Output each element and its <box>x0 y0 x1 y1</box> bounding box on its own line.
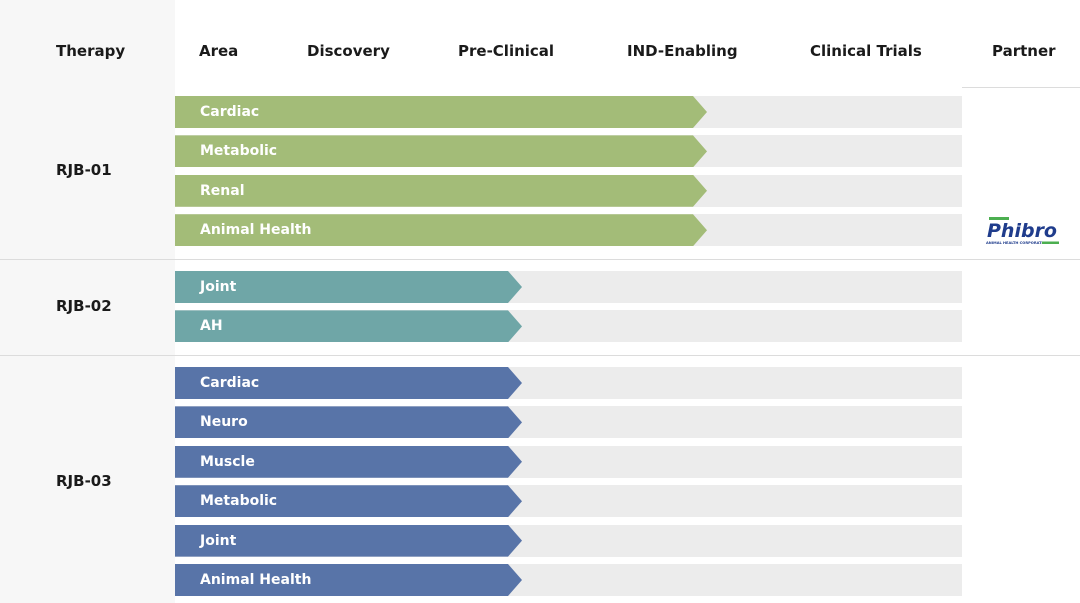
group-separator <box>0 259 1080 260</box>
area-label: Joint <box>200 279 237 295</box>
progress-arrow: Neuro <box>175 406 522 439</box>
progress-arrow: Joint <box>175 524 522 557</box>
header-preclinical: Pre-Clinical <box>458 42 555 60</box>
area-label: Joint <box>200 532 237 549</box>
area-label: Animal Health <box>200 572 312 588</box>
progress-arrow: Cardiac <box>175 96 707 128</box>
progress-arrow: Joint <box>175 271 522 303</box>
progress-arrow: Animal Health <box>175 564 522 596</box>
progress-arrow: Metabolic <box>175 485 522 518</box>
area-label: Renal <box>200 182 245 199</box>
area-label: Animal Health <box>200 222 312 239</box>
header-clinical-trials: Clinical Trials <box>810 42 922 60</box>
svg-text:Phibro: Phibro <box>987 220 1057 242</box>
header-discovery: Discovery <box>307 42 390 60</box>
area-label: Muscle <box>200 453 255 470</box>
progress-arrow: AH <box>175 310 522 343</box>
progress-arrow: Metabolic <box>175 135 707 168</box>
group-separator <box>0 355 1080 356</box>
therapy-column-panel <box>0 0 175 603</box>
header-separator <box>962 87 1080 88</box>
header-ind-enabling: IND-Enabling <box>627 42 738 60</box>
phibro-logo: Phibro ANIMAL HEALTH CORPORATION <box>986 217 1059 245</box>
progress-arrow: Animal Health <box>175 214 707 247</box>
header-partner: Partner <box>992 42 1056 60</box>
therapy-label-rjb-02: RJB-02 <box>56 296 112 315</box>
progress-arrow: Renal <box>175 174 707 207</box>
progress-arrow: Cardiac <box>175 367 522 399</box>
area-label: Cardiac <box>200 375 260 391</box>
therapy-label-rjb-03: RJB-03 <box>56 471 112 490</box>
area-label: Metabolic <box>200 143 278 160</box>
therapy-label-rjb-01: RJB-01 <box>56 161 112 180</box>
area-label: Cardiac <box>200 104 260 120</box>
area-label: Metabolic <box>200 493 278 510</box>
progress-arrow: Muscle <box>175 445 522 478</box>
header-area: Area <box>199 42 239 60</box>
area-label: AH <box>200 318 223 335</box>
header-therapy: Therapy <box>56 42 126 60</box>
area-label: Neuro <box>200 414 248 431</box>
svg-text:ANIMAL HEALTH CORPORATION: ANIMAL HEALTH CORPORATION <box>986 241 1049 245</box>
